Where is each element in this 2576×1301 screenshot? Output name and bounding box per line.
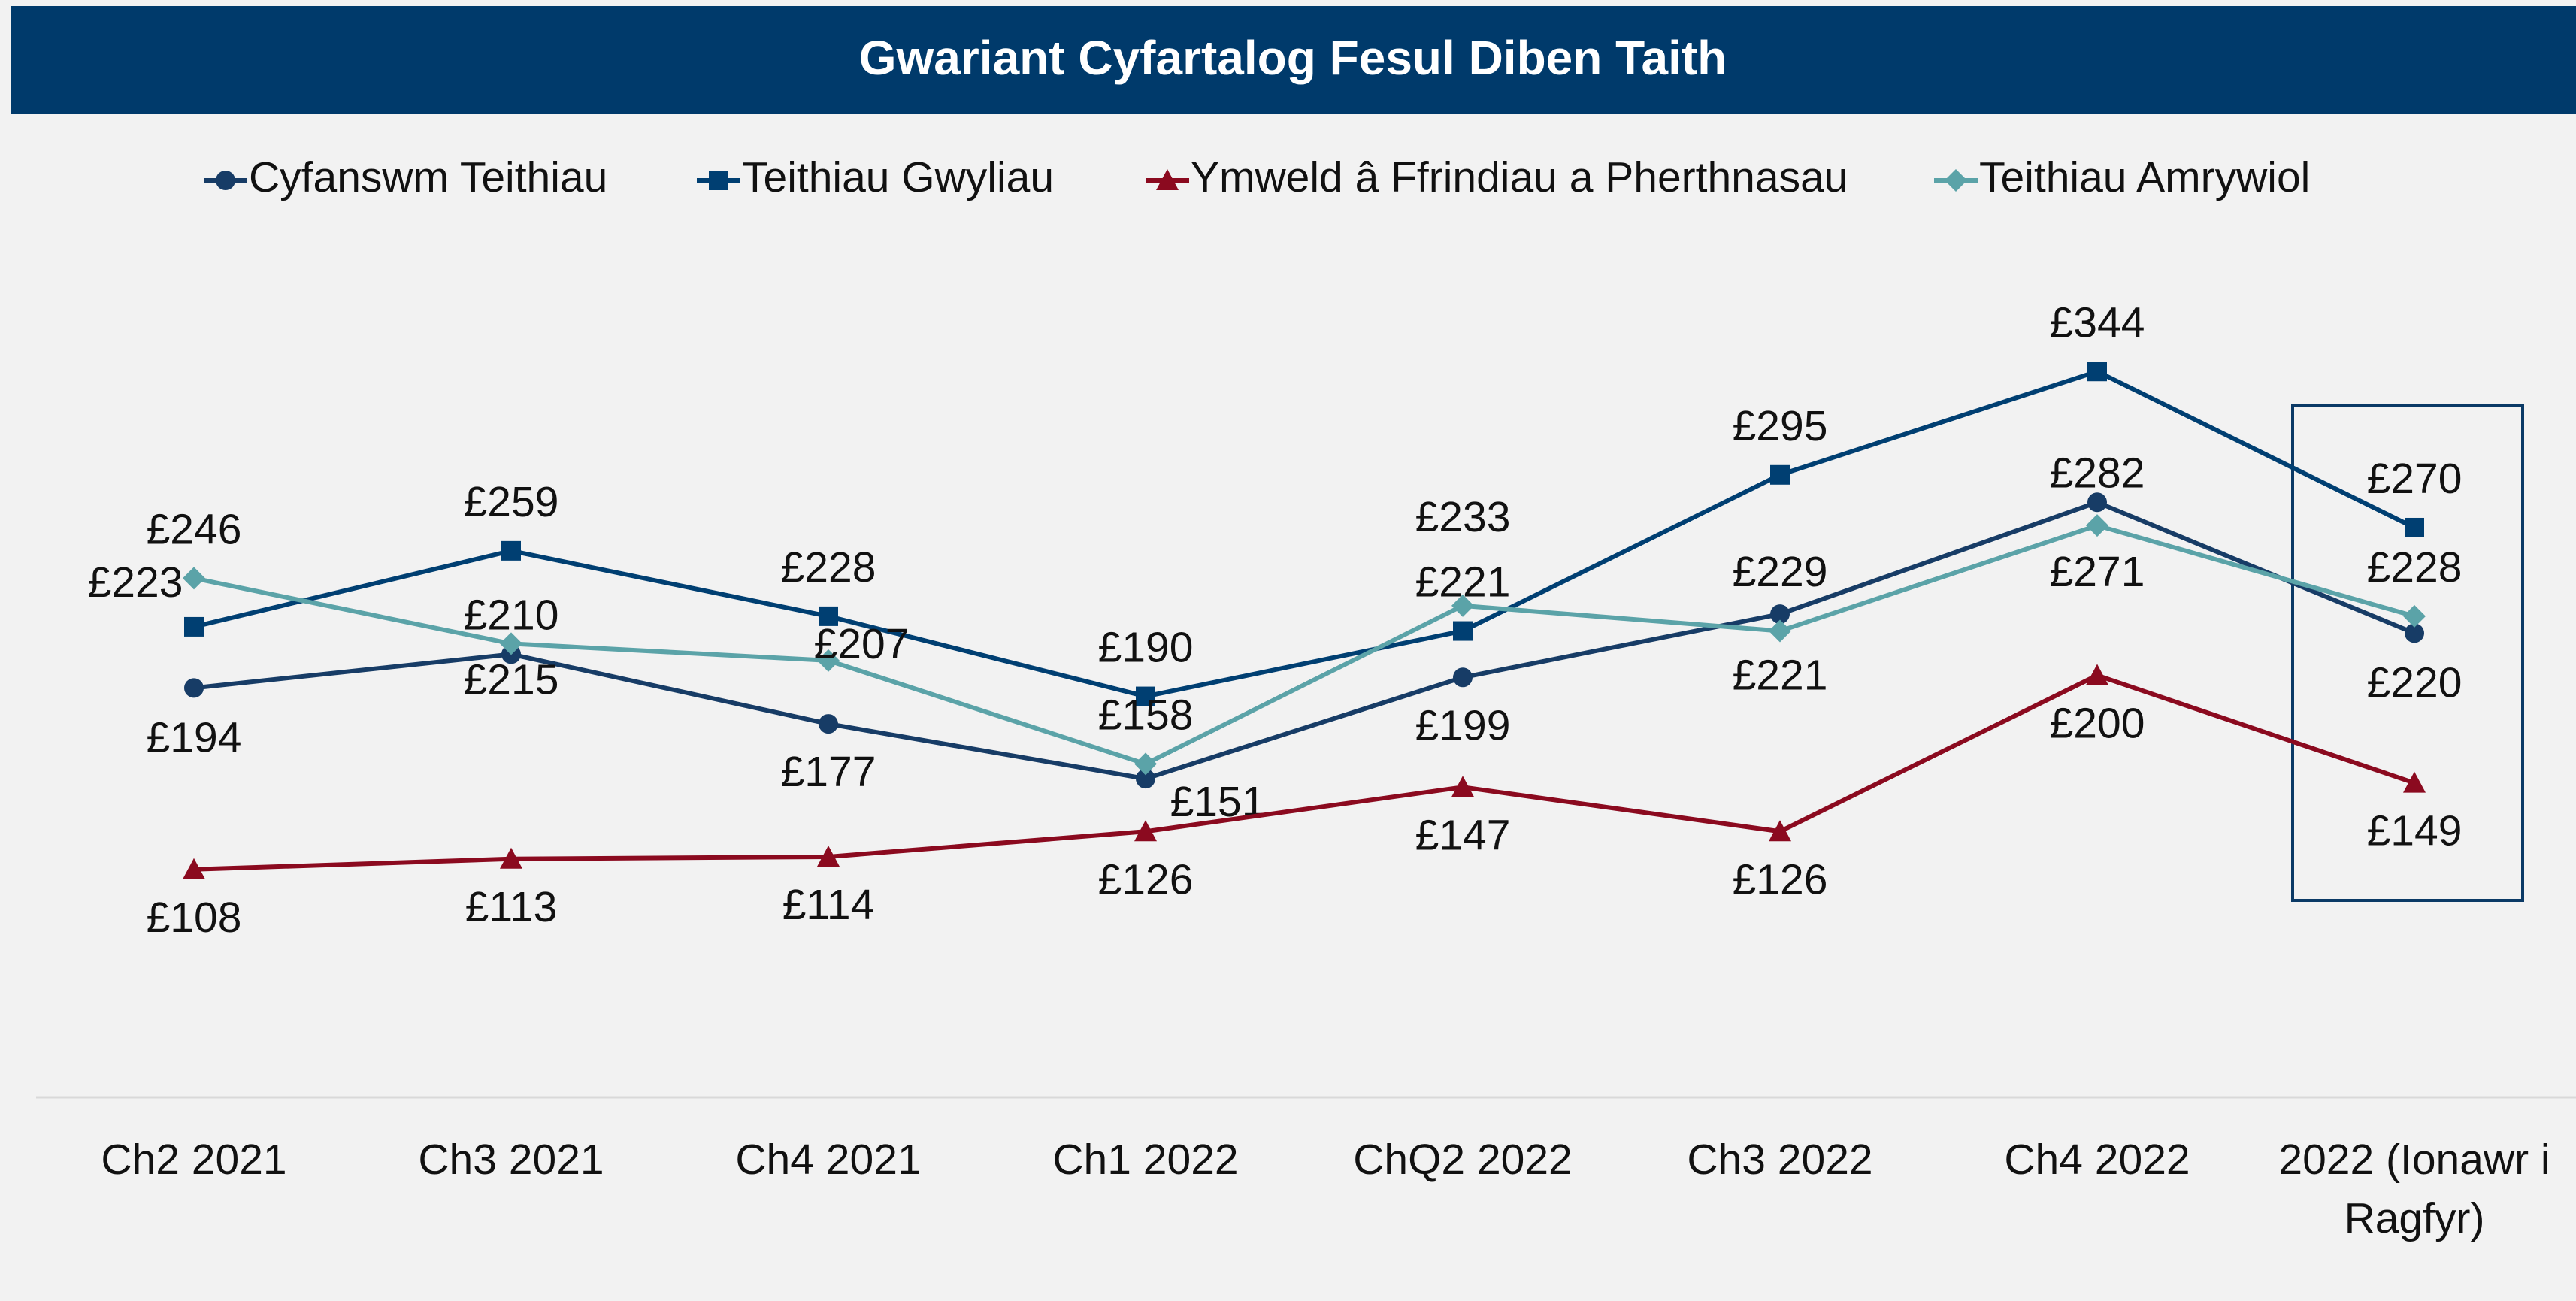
data-point (2086, 514, 2108, 537)
data-point (1769, 619, 1791, 643)
data-label: £344 (2050, 298, 2145, 346)
data-label: £271 (2050, 548, 2145, 596)
data-label: £149 (2367, 807, 2462, 855)
data-point (1136, 769, 1155, 789)
data-point (2403, 604, 2426, 628)
x-tick-label: Ch4 2022 (2004, 1136, 2190, 1184)
x-tick-label: Ch4 2021 (735, 1136, 922, 1184)
data-point (819, 714, 838, 734)
data-label: £114 (782, 881, 875, 929)
data-point (2403, 771, 2426, 793)
data-label: £295 (1733, 402, 1828, 450)
x-tick-label: Ch1 2022 (1052, 1136, 1239, 1184)
data-point (817, 649, 840, 672)
data-label: £215 (464, 655, 559, 703)
series-line (193, 369, 2416, 699)
data-point (1451, 594, 1474, 617)
series-line (193, 500, 2416, 782)
legend-label: Teithiau Gwyliau (742, 153, 1054, 201)
x-tick-label: Ch3 2021 (418, 1136, 604, 1184)
data-label: £207 (814, 620, 910, 668)
data-label: £126 (1733, 855, 1828, 903)
data-point (501, 540, 521, 561)
series-line (193, 673, 2415, 872)
data-label: £177 (781, 748, 876, 796)
data-point (2405, 623, 2424, 643)
legend-label: Teithiau Amrywiol (1979, 153, 2310, 201)
data-label: £147 (1415, 811, 1511, 859)
data-point (500, 847, 522, 869)
data-label: £259 (464, 478, 559, 526)
data-label: £228 (781, 543, 876, 592)
data-point (817, 845, 840, 867)
data-point (1770, 464, 1790, 485)
data-point (184, 678, 204, 698)
data-label: £158 (1098, 691, 1194, 739)
chart-title: Gwariant Cyfartalog Fesul Diben Taith (859, 31, 1727, 85)
data-label: £199 (1415, 701, 1511, 749)
data-point (184, 616, 204, 637)
data-point (2087, 492, 2107, 513)
legend-marker (1945, 169, 1967, 192)
data-label: £228 (2367, 543, 2462, 592)
highlight-box (2291, 404, 2524, 902)
data-point (2405, 517, 2424, 537)
data-label: £221 (1733, 652, 1828, 700)
x-tick-label: 2022 (Ionawr i Ragfyr) (2278, 1136, 2550, 1242)
data-point (2086, 664, 2108, 685)
data-label: £190 (1098, 624, 1194, 672)
x-tick-label: ChQ2 2022 (1353, 1136, 1573, 1184)
data-label: £220 (2367, 658, 2462, 706)
data-point (1453, 667, 1473, 688)
legend-marker (1156, 169, 1179, 190)
data-label: £210 (464, 591, 559, 639)
legend-marker (709, 171, 728, 190)
data-point (500, 632, 522, 655)
data-point (1451, 776, 1474, 797)
title-banner (11, 6, 2576, 114)
x-tick-label: Ch2 2021 (101, 1136, 287, 1184)
data-label: £200 (2050, 700, 2145, 748)
data-label: £246 (147, 505, 242, 553)
legend-label: Ymweld â Ffrindiau a Pherthnasau (1191, 153, 1848, 201)
data-label: £194 (147, 713, 242, 761)
series-line (193, 523, 2415, 767)
legend-marker (216, 171, 235, 190)
data-point (1134, 752, 1157, 776)
x-tick-label: Ch3 2022 (1687, 1136, 1873, 1184)
data-label: £233 (1415, 493, 1511, 541)
data-point (1136, 686, 1155, 706)
data-point (819, 606, 838, 626)
data-point (183, 858, 205, 879)
data-point (1453, 621, 1473, 641)
data-label: £126 (1098, 855, 1194, 903)
data-label: £223 (88, 558, 183, 607)
data-point (183, 567, 205, 590)
data-point (2087, 362, 2107, 382)
data-point (1134, 820, 1157, 842)
data-label: £282 (2050, 449, 2145, 497)
data-point (1769, 820, 1791, 842)
legend-label: Cyfanswm Teithiau (249, 153, 607, 201)
data-label: £270 (2367, 455, 2462, 503)
data-point (1770, 604, 1790, 625)
data-label: £113 (465, 883, 558, 931)
data-label: £229 (1733, 548, 1828, 596)
data-label: £108 (147, 894, 242, 942)
